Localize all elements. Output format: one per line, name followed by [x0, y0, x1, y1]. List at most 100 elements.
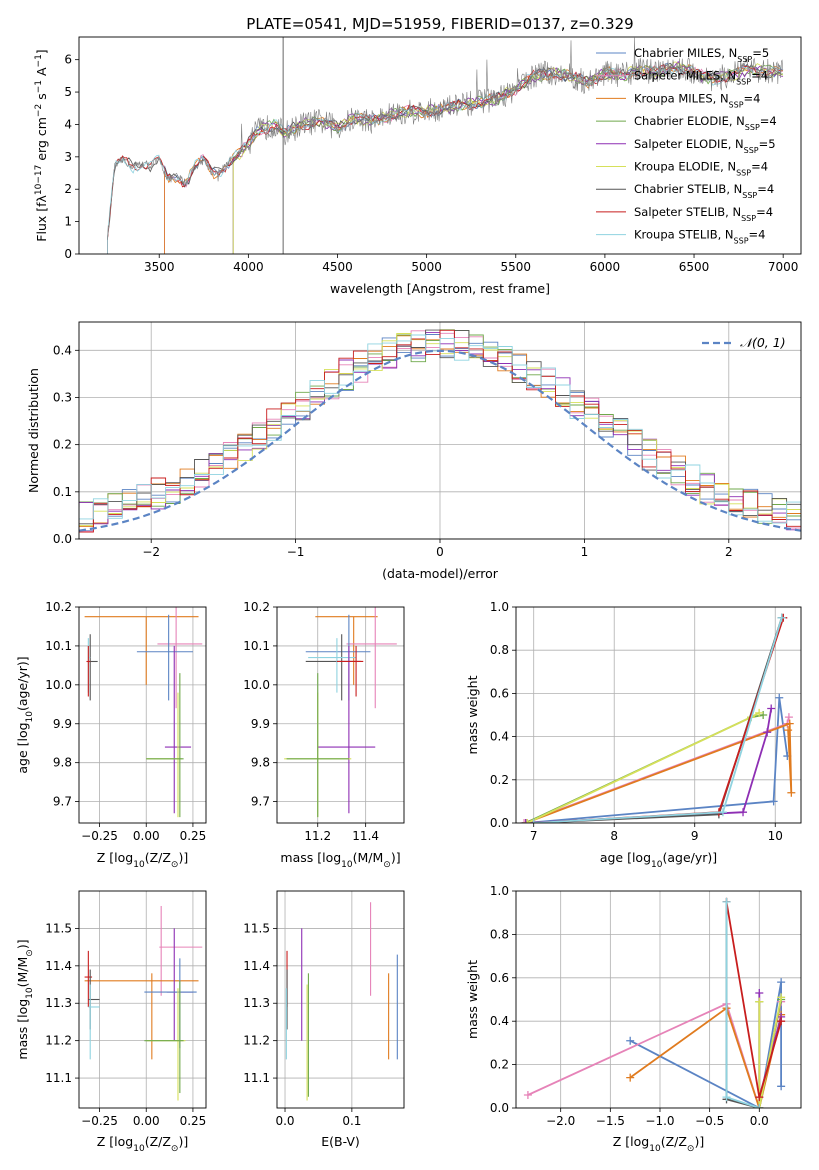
y-tick-label: 6	[64, 53, 72, 67]
weight-marker-salpeter_elodie	[763, 728, 772, 737]
x-axis-label: age [log10(age/yr)]	[600, 850, 717, 870]
y-tick-label: 11.1	[243, 1071, 270, 1085]
y-axis-label-group: Flux [fλ10−17 erg cm−2 s−1 A−1]	[34, 49, 49, 241]
weight-line-chabrier_miles	[629, 981, 782, 1108]
plot-area	[79, 607, 206, 823]
y-tick-label: 0.0	[490, 1101, 509, 1115]
axes-frame	[276, 606, 405, 824]
axes-frame	[276, 890, 405, 1109]
residual-hist-kroupa_stelib	[79, 334, 801, 530]
legend-label-salpeter_elodie: Salpeter ELODIE, NSSP=5	[634, 137, 776, 155]
panel-weight_vs_z: −2.0 −1.5 −1.0 −0.5 0.0 0.0 0.2 0.4 0.6 0.8 1.0 Z […	[465, 884, 802, 1154]
y-axis-label: mass [log10(M/M⊙)]	[15, 939, 35, 1059]
x-axis-label-part: ⊙	[171, 860, 179, 870]
y-tick-label: 9.9	[53, 717, 72, 731]
y-axis-label-part: −2	[34, 104, 44, 117]
legend-count: =4	[749, 228, 766, 242]
weight-marker-kroupa_miles	[787, 788, 796, 797]
legend-count: =4	[751, 69, 768, 83]
y-tick-label: 0.4	[490, 1014, 509, 1028]
x-tick-label: 5000	[411, 260, 442, 274]
weight-marker-salpeter_elodie	[521, 819, 530, 823]
weight-marker-kroupa_stelib	[722, 897, 731, 906]
y-tick-label: 4	[64, 117, 72, 131]
y-tick-label: 9.9	[251, 717, 270, 731]
y-axis-label-part: erg cm	[34, 117, 49, 165]
axes-frame	[515, 890, 802, 1109]
legend-label-kroupa_stelib: Kroupa STELIB, NSSP=4	[634, 228, 765, 246]
legend-sub: SSP	[742, 191, 757, 200]
y-tick-label: 0.6	[490, 971, 509, 985]
x-tick-label: 6000	[590, 260, 621, 274]
x-tick-label: 0.0	[750, 1114, 769, 1128]
x-tick-label: 0.00	[133, 1114, 160, 1128]
x-tick-label: 0.0	[275, 1114, 294, 1128]
x-tick-label: 0.00	[133, 829, 160, 843]
y-tick-label: 11.3	[243, 996, 270, 1010]
plot-area	[79, 891, 206, 1108]
x-axis-label-part: Z [log	[97, 1134, 133, 1149]
weight-marker-kroupa_stelib	[529, 819, 538, 823]
legend-count: =5	[752, 46, 769, 60]
legend-name: Salpeter STELIB, N	[634, 205, 741, 219]
x-axis-label: (data-model)/error	[382, 566, 499, 581]
legend-label-chabrier_stelib: Chabrier STELIB, NSSP=4	[634, 182, 774, 200]
axes-frame	[78, 321, 802, 540]
weight-marker-kroupa_miles	[626, 1073, 635, 1082]
legend-count: =5	[759, 137, 776, 151]
legend-count: =4	[744, 91, 761, 105]
figure-title: PLATE=0541, MJD=51959, FIBERID=0137, z=0…	[246, 15, 633, 33]
y-tick-label: 0.8	[490, 927, 509, 941]
weight-line-salpeter_stelib	[725, 901, 782, 1098]
x-tick-label: 10	[768, 829, 783, 843]
legend-sub: SSP	[736, 77, 751, 86]
legend-sub: SSP	[741, 213, 756, 222]
weight-marker-chabrier_elodie	[759, 711, 768, 719]
x-axis-label-part: )]	[694, 1134, 704, 1149]
x-tick-label: 7000	[768, 260, 799, 274]
panel-residuals: −2 −1 0 1 2 0.0 0.1 0.2 0.3 0.4 𝒩(0, 1) (data-model…	[26, 321, 802, 581]
x-tick-label: 8	[610, 829, 618, 843]
y-axis-label-part: Flux [f	[34, 202, 49, 242]
x-axis-label-part: 10	[341, 860, 353, 870]
plot-area	[516, 607, 801, 823]
x-tick-label: 0.25	[180, 829, 207, 843]
x-tick-label: −1.5	[596, 1114, 625, 1128]
weight-marker-kroupa_miles	[785, 719, 794, 728]
panel-age_vs_mass: 11.2 11.4 9.7 9.8 9.9 10.0 10.1 10.2 mass [log10…	[243, 600, 405, 870]
x-axis-label-part: (age/yr)]	[662, 850, 717, 865]
x-axis-label-part: 10	[651, 860, 663, 870]
weight-marker-kroupa_elodie	[755, 997, 764, 1006]
y-axis-label-part: (age/yr)]	[15, 656, 30, 711]
weight-marker-kroupa_miles	[784, 726, 793, 735]
y-tick-label: 10.2	[243, 600, 270, 614]
legend-name: Kroupa ELODIE, N	[634, 160, 736, 174]
x-axis-label: wavelength [Angstrom, rest frame]	[330, 281, 550, 296]
weight-marker-salpeter_miles	[523, 1090, 532, 1099]
panel-spectrum: 3500 4000 4500 5000 5500 6000 6500 7000 0 1 2 3 4 5 6 w…	[34, 36, 802, 296]
x-tick-label: 2	[725, 545, 733, 559]
x-axis-label: E(B-V)	[321, 1134, 360, 1149]
legend-sub: SSP	[744, 145, 759, 154]
weight-line-kroupa_elodie	[758, 997, 782, 1108]
legend-label-chabrier_elodie: Chabrier ELODIE, NSSP=4	[634, 114, 777, 132]
x-axis-label-part: (M/M	[353, 850, 384, 865]
y-tick-label: 0.2	[490, 773, 509, 787]
y-tick-label: 0.4	[53, 343, 72, 357]
x-axis-label-part: (Z/Z	[661, 1134, 687, 1149]
x-axis-label-part: Z [log	[613, 1134, 649, 1149]
x-tick-label: 0.25	[180, 1114, 207, 1128]
weight-marker-kroupa_stelib	[777, 613, 786, 622]
weight-marker-salpeter_elodie	[739, 808, 748, 817]
weight-marker-chabrier_miles	[626, 1036, 635, 1045]
y-tick-label: 0.0	[53, 532, 72, 546]
y-tick-label: 11.2	[45, 1034, 72, 1048]
legend-name: Kroupa STELIB, N	[634, 228, 734, 242]
y-tick-label: 11.5	[45, 921, 72, 935]
y-tick-label: 10.1	[45, 639, 72, 653]
legend-count: =4	[760, 114, 777, 128]
weight-marker-kroupa_stelib	[722, 1093, 731, 1102]
y-tick-label: 0.2	[490, 1058, 509, 1072]
y-axis-label: mass weight	[465, 960, 480, 1039]
plot-area	[107, 37, 784, 254]
